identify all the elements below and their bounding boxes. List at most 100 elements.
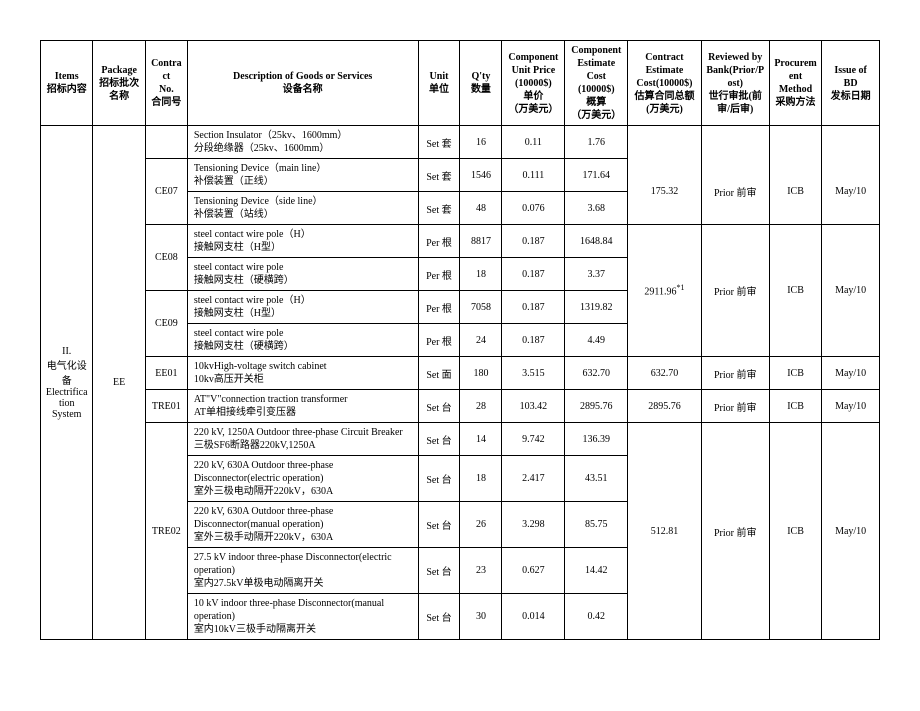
up-cell: 0.11 <box>502 126 565 159</box>
cec-cell: 2911.96*1 <box>628 225 701 357</box>
contract-cell: CE07 <box>145 159 187 225</box>
h-up: ComponentUnit Price(10000$)单价（万美元） <box>502 41 565 126</box>
up-cell: 103.42 <box>502 390 565 423</box>
qty-cell: 24 <box>460 324 502 357</box>
unit-cell: Set 套 <box>418 159 460 192</box>
h-issue: Issue of BD发标日期 <box>822 41 880 126</box>
unit-cell: Per 根 <box>418 324 460 357</box>
meth-cell: ICB <box>769 390 821 423</box>
ec-cell: 43.51 <box>565 456 628 502</box>
issue-cell: May/10 <box>822 159 880 225</box>
unit-cell: Set 台 <box>418 594 460 640</box>
ec-cell: 85.75 <box>565 502 628 548</box>
cec-cell: 632.70 <box>628 357 701 390</box>
unit-cell: Set 台 <box>418 502 460 548</box>
h-qty: Q'ty数量 <box>460 41 502 126</box>
h-unit: Unit单位 <box>418 41 460 126</box>
meth-cell: ICB <box>769 159 821 225</box>
qty-cell: 18 <box>460 258 502 291</box>
meth-cell: ICB <box>769 357 821 390</box>
ec-cell: 1.76 <box>565 126 628 159</box>
issue-cell: May/10 <box>822 423 880 640</box>
cec-cell <box>628 126 701 159</box>
ec-cell: 0.42 <box>565 594 628 640</box>
table-row: EE01 10kvHigh-voltage switch cabinet10kv… <box>41 357 880 390</box>
contract-cell <box>145 126 187 159</box>
h-desc: Description of Goods or Services设备名称 <box>187 41 418 126</box>
ec-cell: 3.37 <box>565 258 628 291</box>
up-cell: 3.298 <box>502 502 565 548</box>
procurement-table: Items招标内容 Package招标批次名称 ContractNo.合同号 D… <box>40 40 880 640</box>
issue-cell: May/10 <box>822 225 880 357</box>
desc-cell: 220 kV, 630A Outdoor three-phase Disconn… <box>187 502 418 548</box>
issue-cell: May/10 <box>822 357 880 390</box>
up-cell: 2.417 <box>502 456 565 502</box>
contract-cell: CE09 <box>145 291 187 357</box>
desc-cell: Section Insulator（25kv、1600mm）分段绝缘器（25kv… <box>187 126 418 159</box>
meth-cell: ICB <box>769 225 821 357</box>
desc-cell: steel contact wire pole接触网支柱（硬横跨） <box>187 324 418 357</box>
contract-cell: TRE01 <box>145 390 187 423</box>
qty-cell: 48 <box>460 192 502 225</box>
unit-cell: Per 根 <box>418 225 460 258</box>
unit-cell: Per 根 <box>418 258 460 291</box>
desc-cell: steel contact wire pole（H）接触网支柱（H型） <box>187 225 418 258</box>
desc-cell: 220 kV, 1250A Outdoor three-phase Circui… <box>187 423 418 456</box>
up-cell: 0.187 <box>502 291 565 324</box>
up-cell: 0.076 <box>502 192 565 225</box>
up-cell: 0.111 <box>502 159 565 192</box>
qty-cell: 26 <box>460 502 502 548</box>
meth-cell <box>769 126 821 159</box>
desc-cell: 27.5 kV indoor three-phase Disconnector(… <box>187 548 418 594</box>
h-meth: ProcurementMethod采购方法 <box>769 41 821 126</box>
desc-cell: 10kvHigh-voltage switch cabinet10kv高压开关柜 <box>187 357 418 390</box>
h-package: Package招标批次名称 <box>93 41 145 126</box>
rev-cell: Prior 前审 <box>701 390 769 423</box>
ec-cell: 2895.76 <box>565 390 628 423</box>
unit-cell: Set 台 <box>418 390 460 423</box>
issue-cell: May/10 <box>822 390 880 423</box>
desc-cell: AT"V"connection traction transformerAT单相… <box>187 390 418 423</box>
h-contract: ContractNo.合同号 <box>145 41 187 126</box>
up-cell: 0.187 <box>502 324 565 357</box>
h-items: Items招标内容 <box>41 41 93 126</box>
up-cell: 9.742 <box>502 423 565 456</box>
desc-cell: 220 kV, 630A Outdoor three-phase Disconn… <box>187 456 418 502</box>
ec-cell: 1648.84 <box>565 225 628 258</box>
unit-cell: Set 面 <box>418 357 460 390</box>
rev-cell: Prior 前审 <box>701 357 769 390</box>
issue-cell <box>822 126 880 159</box>
h-cec: Contract EstimateCost(10000$)估算合同总额(万美元) <box>628 41 701 126</box>
ec-cell: 171.64 <box>565 159 628 192</box>
unit-cell: Set 台 <box>418 548 460 594</box>
desc-cell: 10 kV indoor three-phase Disconnector(ma… <box>187 594 418 640</box>
contract-cell: CE08 <box>145 225 187 291</box>
ec-cell: 136.39 <box>565 423 628 456</box>
package-cell: EE <box>93 126 145 640</box>
qty-cell: 8817 <box>460 225 502 258</box>
items-cell: II.电气化设备ElectrificationSystem <box>41 126 93 640</box>
rev-cell: Prior 前审 <box>701 225 769 357</box>
qty-cell: 1546 <box>460 159 502 192</box>
qty-cell: 180 <box>460 357 502 390</box>
desc-cell: Tensioning Device（side line）补偿装置（站线） <box>187 192 418 225</box>
table-row: II.电气化设备ElectrificationSystem EE Section… <box>41 126 880 159</box>
unit-cell: Set 台 <box>418 423 460 456</box>
qty-cell: 7058 <box>460 291 502 324</box>
up-cell: 0.187 <box>502 225 565 258</box>
up-cell: 0.014 <box>502 594 565 640</box>
unit-cell: Set 套 <box>418 126 460 159</box>
ec-cell: 4.49 <box>565 324 628 357</box>
desc-cell: steel contact wire pole（H）接触网支柱（H型） <box>187 291 418 324</box>
cec-cell: 2895.76 <box>628 390 701 423</box>
up-cell: 0.627 <box>502 548 565 594</box>
unit-cell: Set 台 <box>418 456 460 502</box>
contract-cell: TRE02 <box>145 423 187 640</box>
table-row: CE07 Tensioning Device（main line）补偿装置（正线… <box>41 159 880 192</box>
table-row: TRE02 220 kV, 1250A Outdoor three-phase … <box>41 423 880 456</box>
qty-cell: 28 <box>460 390 502 423</box>
rev-cell <box>701 126 769 159</box>
table-row: CE08 steel contact wire pole（H）接触网支柱（H型）… <box>41 225 880 258</box>
ec-cell: 632.70 <box>565 357 628 390</box>
up-cell: 0.187 <box>502 258 565 291</box>
